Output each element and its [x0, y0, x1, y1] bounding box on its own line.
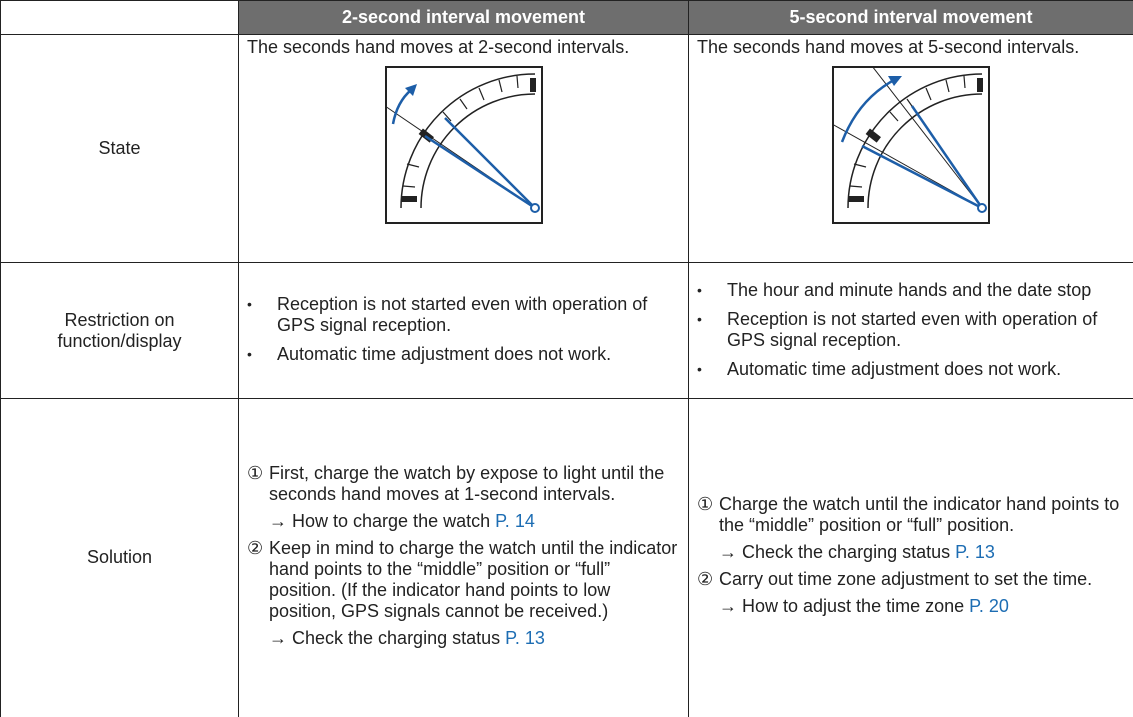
bullet-item: Reception is not started even with opera…	[697, 309, 1125, 351]
bullet-list: The hour and minute hands and the date s…	[697, 280, 1125, 380]
step-text: Carry out time zone adjustment to set th…	[719, 569, 1092, 590]
cell: The seconds hand moves at 5-second inter…	[689, 35, 1133, 263]
page-link[interactable]: P. 13	[955, 542, 995, 562]
page-link[interactable]: P. 20	[969, 596, 1009, 616]
bullet-list: Reception is not started even with opera…	[247, 294, 680, 365]
step-text: Keep in mind to charge the watch until t…	[269, 538, 680, 622]
cell: The seconds hand moves at 2-second inter…	[239, 35, 689, 263]
bullet-item: Automatic time adjustment does not work.	[697, 359, 1125, 380]
step-number: ①	[697, 494, 719, 536]
row: Restriction on function/display Receptio…	[1, 263, 1133, 399]
bullet-item: Automatic time adjustment does not work.	[247, 344, 680, 365]
step-number: ②	[247, 538, 269, 622]
row-label: Restriction on function/display	[1, 263, 239, 399]
header-corner	[1, 1, 239, 35]
header-row: 2-second interval movement 5-second inte…	[1, 1, 1133, 35]
bullet-item: The hour and minute hands and the date s…	[697, 280, 1125, 301]
reference: → Check the charging status P. 13	[697, 542, 1125, 563]
row-label: State	[1, 35, 239, 263]
reference-text: → Check the charging status	[719, 542, 950, 562]
cell: Reception is not started even with opera…	[239, 263, 689, 399]
column-header: 2-second interval movement	[239, 1, 689, 35]
dial-illustration	[385, 66, 543, 224]
step-text: Charge the watch until the indicator han…	[719, 494, 1125, 536]
cell-text: The seconds hand moves at 2-second inter…	[247, 37, 680, 58]
reference: → Check the charging status P. 13	[247, 628, 680, 649]
reference-text: → How to adjust the time zone	[719, 596, 964, 616]
step-number: ①	[247, 463, 269, 505]
dial-illustration	[832, 66, 990, 224]
reference: → How to adjust the time zone P. 20	[697, 596, 1125, 617]
column-header: 5-second interval movement	[689, 1, 1133, 35]
step-text: First, charge the watch by expose to lig…	[269, 463, 680, 505]
cell: The hour and minute hands and the date s…	[689, 263, 1133, 399]
step-number: ②	[697, 569, 719, 590]
page-link[interactable]: P. 13	[505, 628, 545, 648]
page-link[interactable]: P. 14	[495, 511, 535, 531]
row: State The seconds hand moves at 2-second…	[1, 35, 1133, 263]
bullet-item: Reception is not started even with opera…	[247, 294, 680, 336]
reference-text: → How to charge the watch	[269, 511, 490, 531]
cell-text: The seconds hand moves at 5-second inter…	[697, 37, 1125, 58]
reference: → How to charge the watch P. 14	[247, 511, 680, 532]
reference-text: → Check the charging status	[269, 628, 500, 648]
row-label: Solution	[1, 399, 239, 717]
